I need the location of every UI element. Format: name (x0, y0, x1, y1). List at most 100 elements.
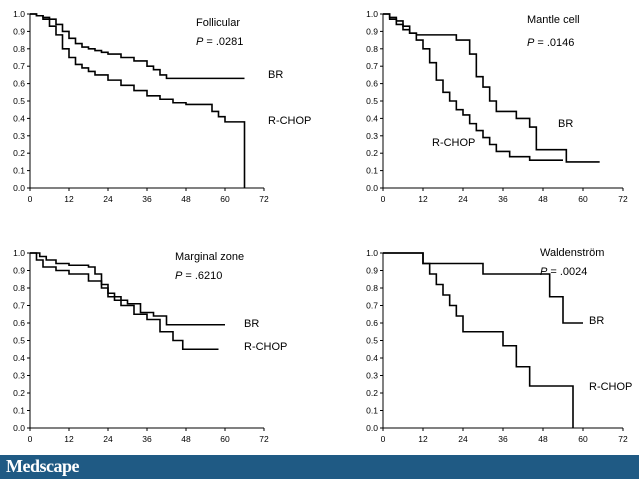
y-tick-label: 0.6 (13, 79, 25, 89)
y-tick-label: 0.2 (13, 388, 25, 398)
x-tick-label: 72 (618, 194, 628, 204)
y-tick-label: 0.2 (13, 148, 25, 158)
y-tick-label: 0.5 (13, 96, 25, 106)
x-tick-label: 12 (418, 434, 428, 444)
y-tick-label: 0.3 (13, 371, 25, 381)
x-tick-label: 48 (181, 434, 191, 444)
y-tick-label: 0.9 (366, 26, 378, 36)
x-tick-label: 24 (103, 194, 113, 204)
series-line-r-chop (383, 13, 563, 161)
x-tick-label: 48 (538, 434, 548, 444)
y-tick-label: 1.0 (13, 248, 25, 258)
y-tick-label: 1.0 (13, 9, 25, 19)
x-tick-label: 36 (498, 434, 508, 444)
y-tick-label: 0.3 (366, 131, 378, 141)
x-tick-label: 60 (220, 194, 230, 204)
y-tick-label: 0.4 (366, 113, 378, 123)
panel-title: Waldenström (540, 247, 604, 259)
y-tick-label: 0.9 (13, 266, 25, 276)
y-tick-label: 1.0 (366, 9, 378, 19)
y-tick-label: 0.1 (366, 166, 378, 176)
curve-label-r-chop: R-CHOP (432, 137, 475, 149)
y-tick-label: 0.7 (366, 61, 378, 71)
x-tick-label: 48 (181, 194, 191, 204)
y-tick-label: 0.4 (13, 353, 25, 363)
x-tick-label: 60 (220, 434, 230, 444)
y-tick-label: 0.1 (366, 406, 378, 416)
y-tick-label: 0.4 (366, 353, 378, 363)
x-tick-label: 12 (64, 194, 74, 204)
medscape-logo: Medscape (6, 456, 79, 476)
km-figure: 0.0 0.1 0.2 0.3 0.4 0.5 0.6 0.7 0.8 0.9 1.0 0 12 24 36… (13, 9, 632, 444)
x-tick-label: 36 (142, 194, 152, 204)
y-tick-label: 0.9 (13, 26, 25, 36)
x-tick-label: 12 (64, 434, 74, 444)
km-panel-waldenstr-m: 0.0 0.1 0.2 0.3 0.4 0.5 0.6 0.7 0.8 0.9 1.0 0 12 24 36… (366, 247, 632, 444)
x-tick-label: 0 (381, 434, 386, 444)
x-tick-label: 60 (578, 194, 588, 204)
curve-label-br: BR (589, 315, 604, 327)
p-value: P = .6210 (175, 270, 222, 282)
series-line-r-chop (30, 252, 219, 351)
y-tick-label: 0.7 (366, 301, 378, 311)
x-tick-label: 72 (259, 434, 269, 444)
x-tick-label: 72 (259, 194, 269, 204)
km-panel-mantle-cell: 0.0 0.1 0.2 0.3 0.4 0.5 0.6 0.7 0.8 0.9 1.0 0 12 24 36… (366, 9, 628, 204)
x-tick-label: 0 (28, 434, 33, 444)
x-tick-label: 0 (381, 194, 386, 204)
y-tick-label: 0.1 (13, 166, 25, 176)
y-tick-label: 0.0 (13, 423, 25, 433)
y-tick-label: 0.1 (13, 406, 25, 416)
y-tick-label: 0.7 (13, 61, 25, 71)
y-tick-label: 0.8 (366, 283, 378, 293)
y-tick-label: 0.0 (366, 183, 378, 193)
x-tick-label: 0 (28, 194, 33, 204)
y-tick-label: 0.6 (366, 318, 378, 328)
x-tick-label: 48 (538, 194, 548, 204)
curve-label-r-chop: R-CHOP (244, 341, 287, 353)
curve-label-r-chop: R-CHOP (589, 381, 632, 393)
curve-label-br: BR (268, 69, 283, 81)
y-tick-label: 0.6 (366, 79, 378, 89)
y-tick-label: 0.4 (13, 113, 25, 123)
panel-title: Mantle cell (527, 14, 580, 26)
x-tick-label: 24 (458, 434, 468, 444)
y-tick-label: 0.2 (366, 388, 378, 398)
curve-label-r-chop: R-CHOP (268, 115, 311, 127)
y-tick-label: 0.5 (13, 336, 25, 346)
y-tick-label: 0.3 (13, 131, 25, 141)
y-tick-label: 0.0 (366, 423, 378, 433)
x-tick-label: 24 (458, 194, 468, 204)
x-tick-label: 24 (103, 434, 113, 444)
y-tick-label: 0.5 (366, 96, 378, 106)
x-tick-label: 60 (578, 434, 588, 444)
y-tick-label: 0.3 (366, 371, 378, 381)
x-tick-label: 36 (142, 434, 152, 444)
x-tick-label: 12 (418, 194, 428, 204)
series-line-br (383, 13, 600, 163)
y-tick-label: 0.7 (13, 301, 25, 311)
panel-title: Marginal zone (175, 251, 244, 263)
series-line-br (383, 252, 583, 324)
y-tick-label: 0.6 (13, 318, 25, 328)
y-tick-label: 0.9 (366, 266, 378, 276)
x-tick-label: 72 (618, 434, 628, 444)
series-line-r-chop (30, 13, 246, 188)
p-value: P = .0146 (527, 37, 574, 49)
footer-bar: Medscape (0, 455, 639, 479)
series-line-br (30, 13, 245, 80)
y-tick-label: 0.8 (13, 283, 25, 293)
x-tick-label: 36 (498, 194, 508, 204)
series-line-r-chop (383, 252, 574, 428)
y-tick-label: 0.5 (366, 336, 378, 346)
curve-label-br: BR (244, 318, 259, 330)
y-tick-label: 1.0 (366, 248, 378, 258)
y-tick-label: 0.2 (366, 148, 378, 158)
km-panel-follicular: 0.0 0.1 0.2 0.3 0.4 0.5 0.6 0.7 0.8 0.9 1.0 0 12 24 36… (13, 9, 311, 204)
p-value: P = .0024 (540, 266, 587, 278)
p-value: P = .0281 (196, 36, 243, 48)
y-tick-label: 0.8 (366, 44, 378, 54)
curve-label-br: BR (558, 118, 573, 130)
series-line-br (30, 252, 225, 326)
km-panel-marginal-zone: 0.0 0.1 0.2 0.3 0.4 0.5 0.6 0.7 0.8 0.9 1.0 0 12 24 36… (13, 248, 287, 444)
